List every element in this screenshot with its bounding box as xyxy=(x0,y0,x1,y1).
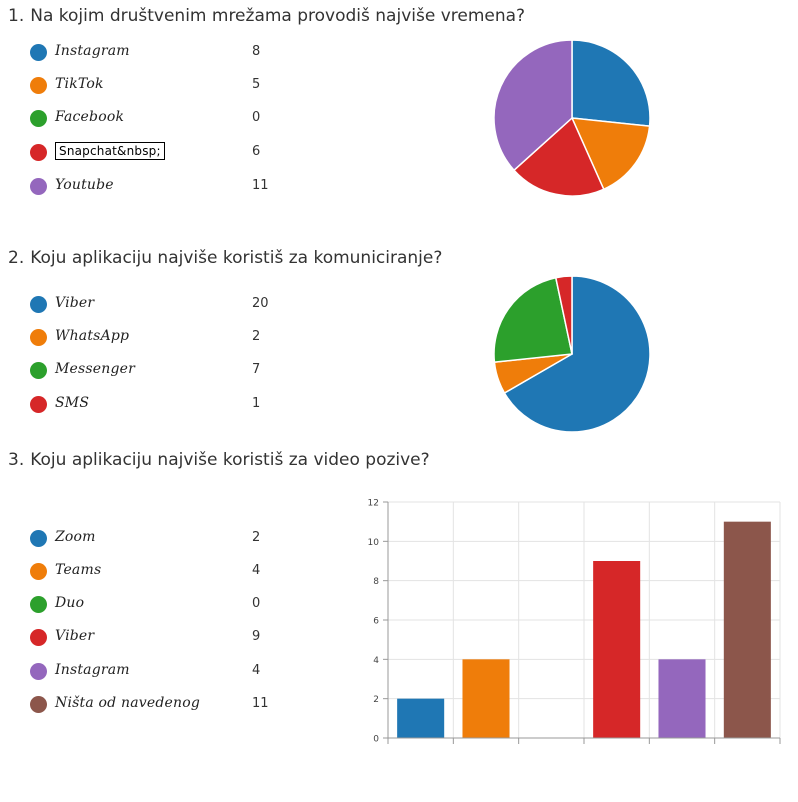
legend-dot-icon xyxy=(30,629,47,646)
bar-ni-ta-od-navedenog xyxy=(723,521,771,738)
legend-label: Messenger xyxy=(55,361,136,377)
pie-slice-sms xyxy=(554,275,573,355)
legend-count: 2 xyxy=(252,530,261,545)
legend-count: 2 xyxy=(252,329,261,344)
legend-dot-icon xyxy=(30,144,47,161)
y-tick-label: 0 xyxy=(373,735,379,745)
legend-item: Viber 20 xyxy=(30,294,290,314)
y-tick-label: 6 xyxy=(373,617,379,627)
y-tick-label: 12 xyxy=(368,499,379,509)
legend-count: 8 xyxy=(252,44,261,59)
legend-item: Snapchat&nbsp; 6 xyxy=(30,142,290,162)
legend-dot-icon xyxy=(30,178,47,195)
question-2-title: 2. Koju aplikaciju najviše koristiš za ko… xyxy=(8,248,442,268)
legend-label: Viber xyxy=(55,628,95,644)
legend-label: Instagram xyxy=(55,43,130,59)
legend-dot-icon xyxy=(30,596,47,613)
legend-item: Messenger 7 xyxy=(30,360,290,380)
bar-zoom xyxy=(397,698,445,738)
legend-dot-icon xyxy=(30,329,47,346)
legend-item: TikTok 5 xyxy=(30,75,290,95)
question-3-number: 3. xyxy=(8,450,25,470)
legend-dot-icon xyxy=(30,396,47,413)
legend-label: Teams xyxy=(55,562,102,578)
bar-viber xyxy=(593,561,641,738)
legend-count: 1 xyxy=(252,396,261,411)
legend-dot-icon xyxy=(30,77,47,94)
pie-slice-instagram xyxy=(571,39,651,127)
legend-item: Instagram 8 xyxy=(30,42,290,62)
legend-count: 5 xyxy=(252,77,261,92)
question-2-text: Koju aplikaciju najviše koristiš za komu… xyxy=(30,248,443,268)
legend-count: 7 xyxy=(252,362,261,377)
legend-dot-icon xyxy=(30,696,47,713)
bar-teams xyxy=(462,659,510,738)
legend-item: Youtube 11 xyxy=(30,176,290,196)
legend-item: Teams 4 xyxy=(30,561,290,581)
legend-label: Youtube xyxy=(55,177,114,193)
legend-dot-icon xyxy=(30,563,47,580)
question-1-number: 1. xyxy=(8,6,25,26)
legend-dot-icon xyxy=(30,530,47,547)
legend-label: SMS xyxy=(55,395,90,411)
legend-label: Snapchat&nbsp; xyxy=(55,142,165,160)
legend-dot-icon xyxy=(30,663,47,680)
pie-slice-messenger xyxy=(493,276,573,363)
legend-dot-icon xyxy=(30,296,47,313)
legend-count: 0 xyxy=(252,110,261,125)
legend-item: Viber 9 xyxy=(30,627,290,647)
legend-label: Instagram xyxy=(55,662,130,678)
pie-slice-snapchat-nbsp xyxy=(512,116,605,197)
legend-item: Ništa od navedenog 11 xyxy=(30,694,290,714)
legend-label: Ništa od navedenog xyxy=(55,695,200,711)
legend-dot-icon xyxy=(30,110,47,127)
pie-slice-viber xyxy=(503,275,651,433)
y-tick-label: 10 xyxy=(368,538,380,548)
legend-label: Viber xyxy=(55,295,95,311)
legend-label: Duo xyxy=(55,595,85,611)
question-1-text: Na kojim društvenim mrežama provodiš naj… xyxy=(30,6,526,26)
legend-item: Duo 0 xyxy=(30,594,290,614)
question-2-number: 2. xyxy=(8,248,25,268)
legend-count: 4 xyxy=(252,663,261,678)
legend-count: 11 xyxy=(252,178,269,193)
legend-item: SMS 1 xyxy=(30,394,290,414)
pie-chart-2 xyxy=(493,275,651,433)
legend-count: 20 xyxy=(252,296,269,311)
legend-label: Facebook xyxy=(55,109,125,125)
legend-label: Zoom xyxy=(55,529,96,545)
bar-chart-3: 0 2 4 6 8 10 12 xyxy=(368,499,781,745)
legend-label: WhatsApp xyxy=(55,328,130,344)
legend-item: WhatsApp 2 xyxy=(30,327,290,347)
y-tick-label: 8 xyxy=(373,577,379,587)
legend-item: Zoom 2 xyxy=(30,528,290,548)
legend-count: 11 xyxy=(252,696,269,711)
legend-dot-icon xyxy=(30,362,47,379)
legend-item: Facebook 0 xyxy=(30,108,290,128)
legend-dot-icon xyxy=(30,44,47,61)
question-3-title: 3. Koju aplikaciju najviše koristiš za vi… xyxy=(8,450,430,470)
legend-count: 9 xyxy=(252,629,261,644)
legend-count: 0 xyxy=(252,596,261,611)
legend-count: 4 xyxy=(252,563,261,578)
y-tick-label: 4 xyxy=(373,656,379,666)
pie-slice-tiktok xyxy=(570,117,651,191)
question-1-title: 1. Na kojim društvenim mrežama provodiš n… xyxy=(8,6,525,26)
pie-chart-1 xyxy=(493,39,651,197)
bar-instagram xyxy=(658,659,706,738)
question-3-text: Koju aplikaciju najviše koristiš za vide… xyxy=(30,450,430,470)
pie-slice-youtube xyxy=(493,39,573,172)
legend-label: TikTok xyxy=(55,76,104,92)
legend-count: 6 xyxy=(252,144,261,159)
legend-item: Instagram 4 xyxy=(30,661,290,681)
y-tick-label: 2 xyxy=(373,695,379,705)
